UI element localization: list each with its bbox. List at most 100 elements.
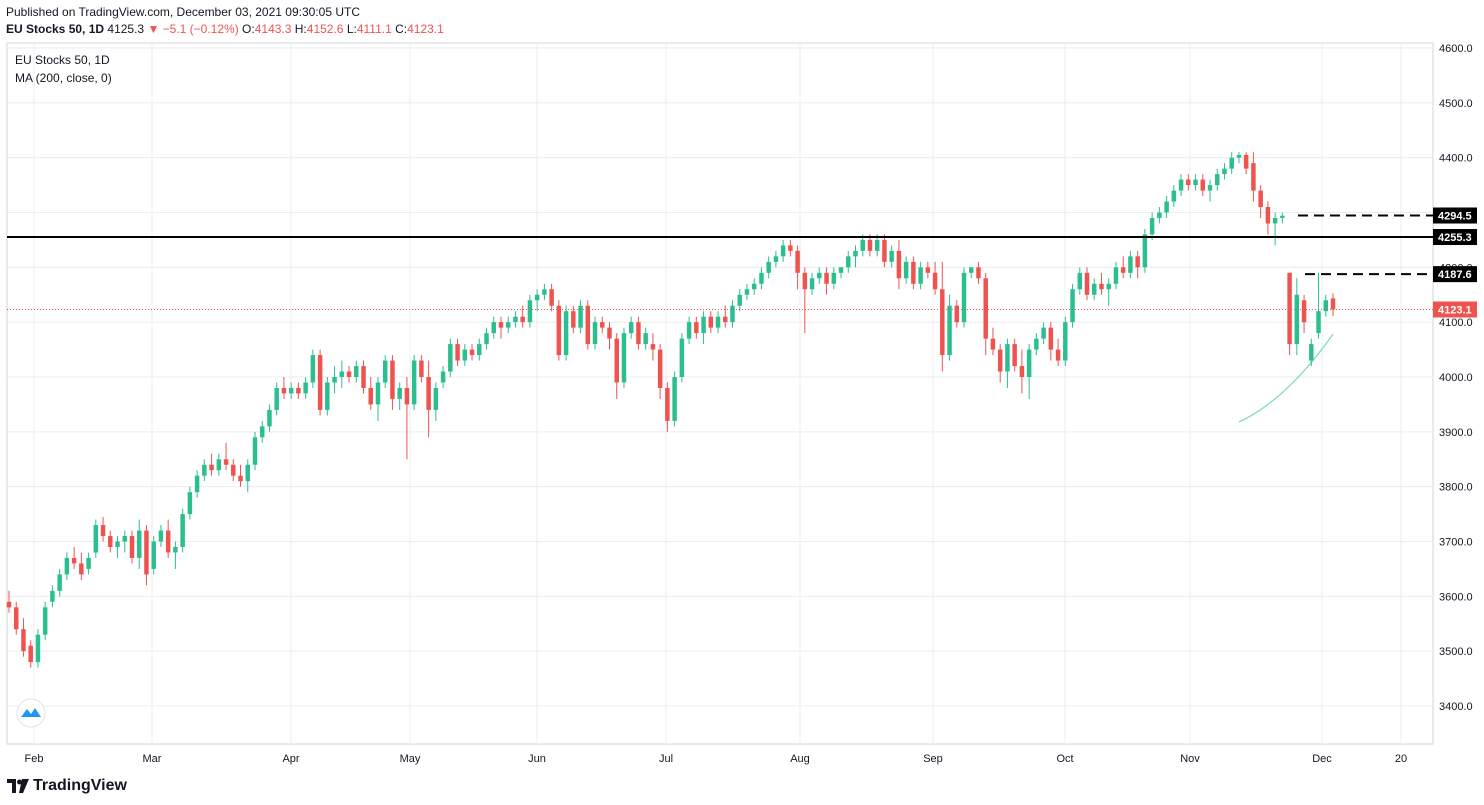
y-tick-label: 4000.0 (1439, 372, 1473, 384)
candle-body (28, 645, 33, 663)
candle-body (802, 272, 808, 290)
candle-body (6, 601, 12, 608)
candle-body (571, 311, 576, 328)
candle-body (1135, 256, 1140, 268)
candle-body (1214, 174, 1220, 186)
y-tick-label: 4400.0 (1439, 153, 1473, 165)
candle-body (397, 387, 402, 399)
close-label: C: (395, 22, 408, 36)
candle-body (1178, 179, 1184, 191)
candle-body (780, 245, 786, 257)
candle-body (86, 557, 91, 569)
candle-body (759, 272, 764, 284)
candle-body (585, 305, 591, 345)
candle-body (824, 272, 829, 284)
candle-body (694, 322, 699, 334)
candle-body (100, 525, 106, 537)
candle-body (614, 338, 619, 383)
candle-body (542, 289, 547, 295)
candle-body (817, 272, 822, 279)
candle-body (79, 563, 84, 575)
candle-body (448, 344, 453, 372)
x-tick-label: Aug (790, 753, 810, 765)
candle-body (520, 316, 525, 323)
candle-body (1272, 217, 1278, 224)
candle-body (831, 272, 837, 284)
candles[interactable] (6, 152, 1336, 668)
candle-body (310, 355, 316, 383)
candle-body (708, 316, 714, 328)
candle-body (1171, 190, 1177, 202)
candle-body (1005, 344, 1010, 372)
last-price: 4125.3 (107, 22, 145, 36)
candle-body (954, 305, 960, 323)
candle-body (238, 475, 243, 482)
candle-body (498, 322, 504, 328)
candle-body (1012, 344, 1017, 367)
candle-body (607, 327, 612, 339)
y-tick-label: 3700.0 (1439, 537, 1473, 549)
x-tick-label: Apr (282, 753, 299, 765)
price-label-box (1433, 207, 1477, 224)
candle-body (665, 387, 670, 421)
candle-body (1316, 311, 1321, 334)
candle-body (144, 530, 149, 575)
candle-body (672, 377, 677, 421)
candle-body (1034, 338, 1039, 350)
candle-body (325, 382, 330, 410)
candle-body (549, 289, 554, 306)
candle-body (158, 530, 164, 542)
low-label: L: (346, 22, 357, 36)
x-tick-label: Feb (25, 753, 44, 765)
candle-body (180, 514, 185, 547)
candle-body (419, 360, 424, 377)
candle-body (961, 272, 967, 323)
candle-body (361, 366, 366, 388)
candle-body (1164, 201, 1169, 213)
candle-body (592, 322, 598, 345)
x-tick-label: Sep (923, 753, 943, 765)
candle-body (274, 387, 279, 410)
x-tick-label: Mar (143, 753, 162, 765)
candle-body (1113, 267, 1119, 284)
candle-body (1193, 179, 1198, 186)
grid (7, 43, 1433, 744)
candle-body (636, 322, 641, 345)
candle-body (122, 536, 128, 542)
candle-body (332, 377, 337, 383)
candle-body (744, 289, 750, 295)
plot-frame (6, 42, 1434, 745)
candle-body (701, 316, 706, 334)
candle-body (940, 289, 945, 356)
high-value: 4152.6 (306, 22, 344, 36)
candle-body (216, 459, 222, 471)
candle-body (202, 464, 207, 476)
candle-body (556, 305, 562, 356)
candle-body (368, 387, 373, 405)
footer-brand[interactable]: TradingView (7, 777, 127, 795)
price-label-box (1433, 266, 1477, 283)
candle-body (281, 387, 287, 394)
candle-body (997, 349, 1003, 372)
candle-body (1070, 289, 1075, 323)
candle-body (35, 634, 41, 663)
horizontal-lines[interactable] (7, 214, 1433, 311)
close-value: 4123.1 (407, 22, 444, 36)
candle-body (1026, 349, 1032, 377)
candle-body (1041, 327, 1046, 339)
x-tick-label: Nov (1180, 753, 1200, 765)
candle-body (411, 360, 417, 405)
candle-body (71, 557, 77, 564)
candle-body (715, 316, 721, 328)
candle-body (1330, 298, 1336, 310)
tradingview-chart-logo-icon[interactable] (16, 698, 46, 728)
candle-body (969, 267, 974, 273)
candle-body (918, 267, 923, 284)
candle-body (1323, 300, 1329, 312)
candle-body (679, 338, 685, 377)
candle-body (404, 387, 410, 405)
candle-body (484, 333, 489, 345)
candle-body (600, 322, 605, 328)
y-tick-label: 3500.0 (1439, 646, 1473, 658)
